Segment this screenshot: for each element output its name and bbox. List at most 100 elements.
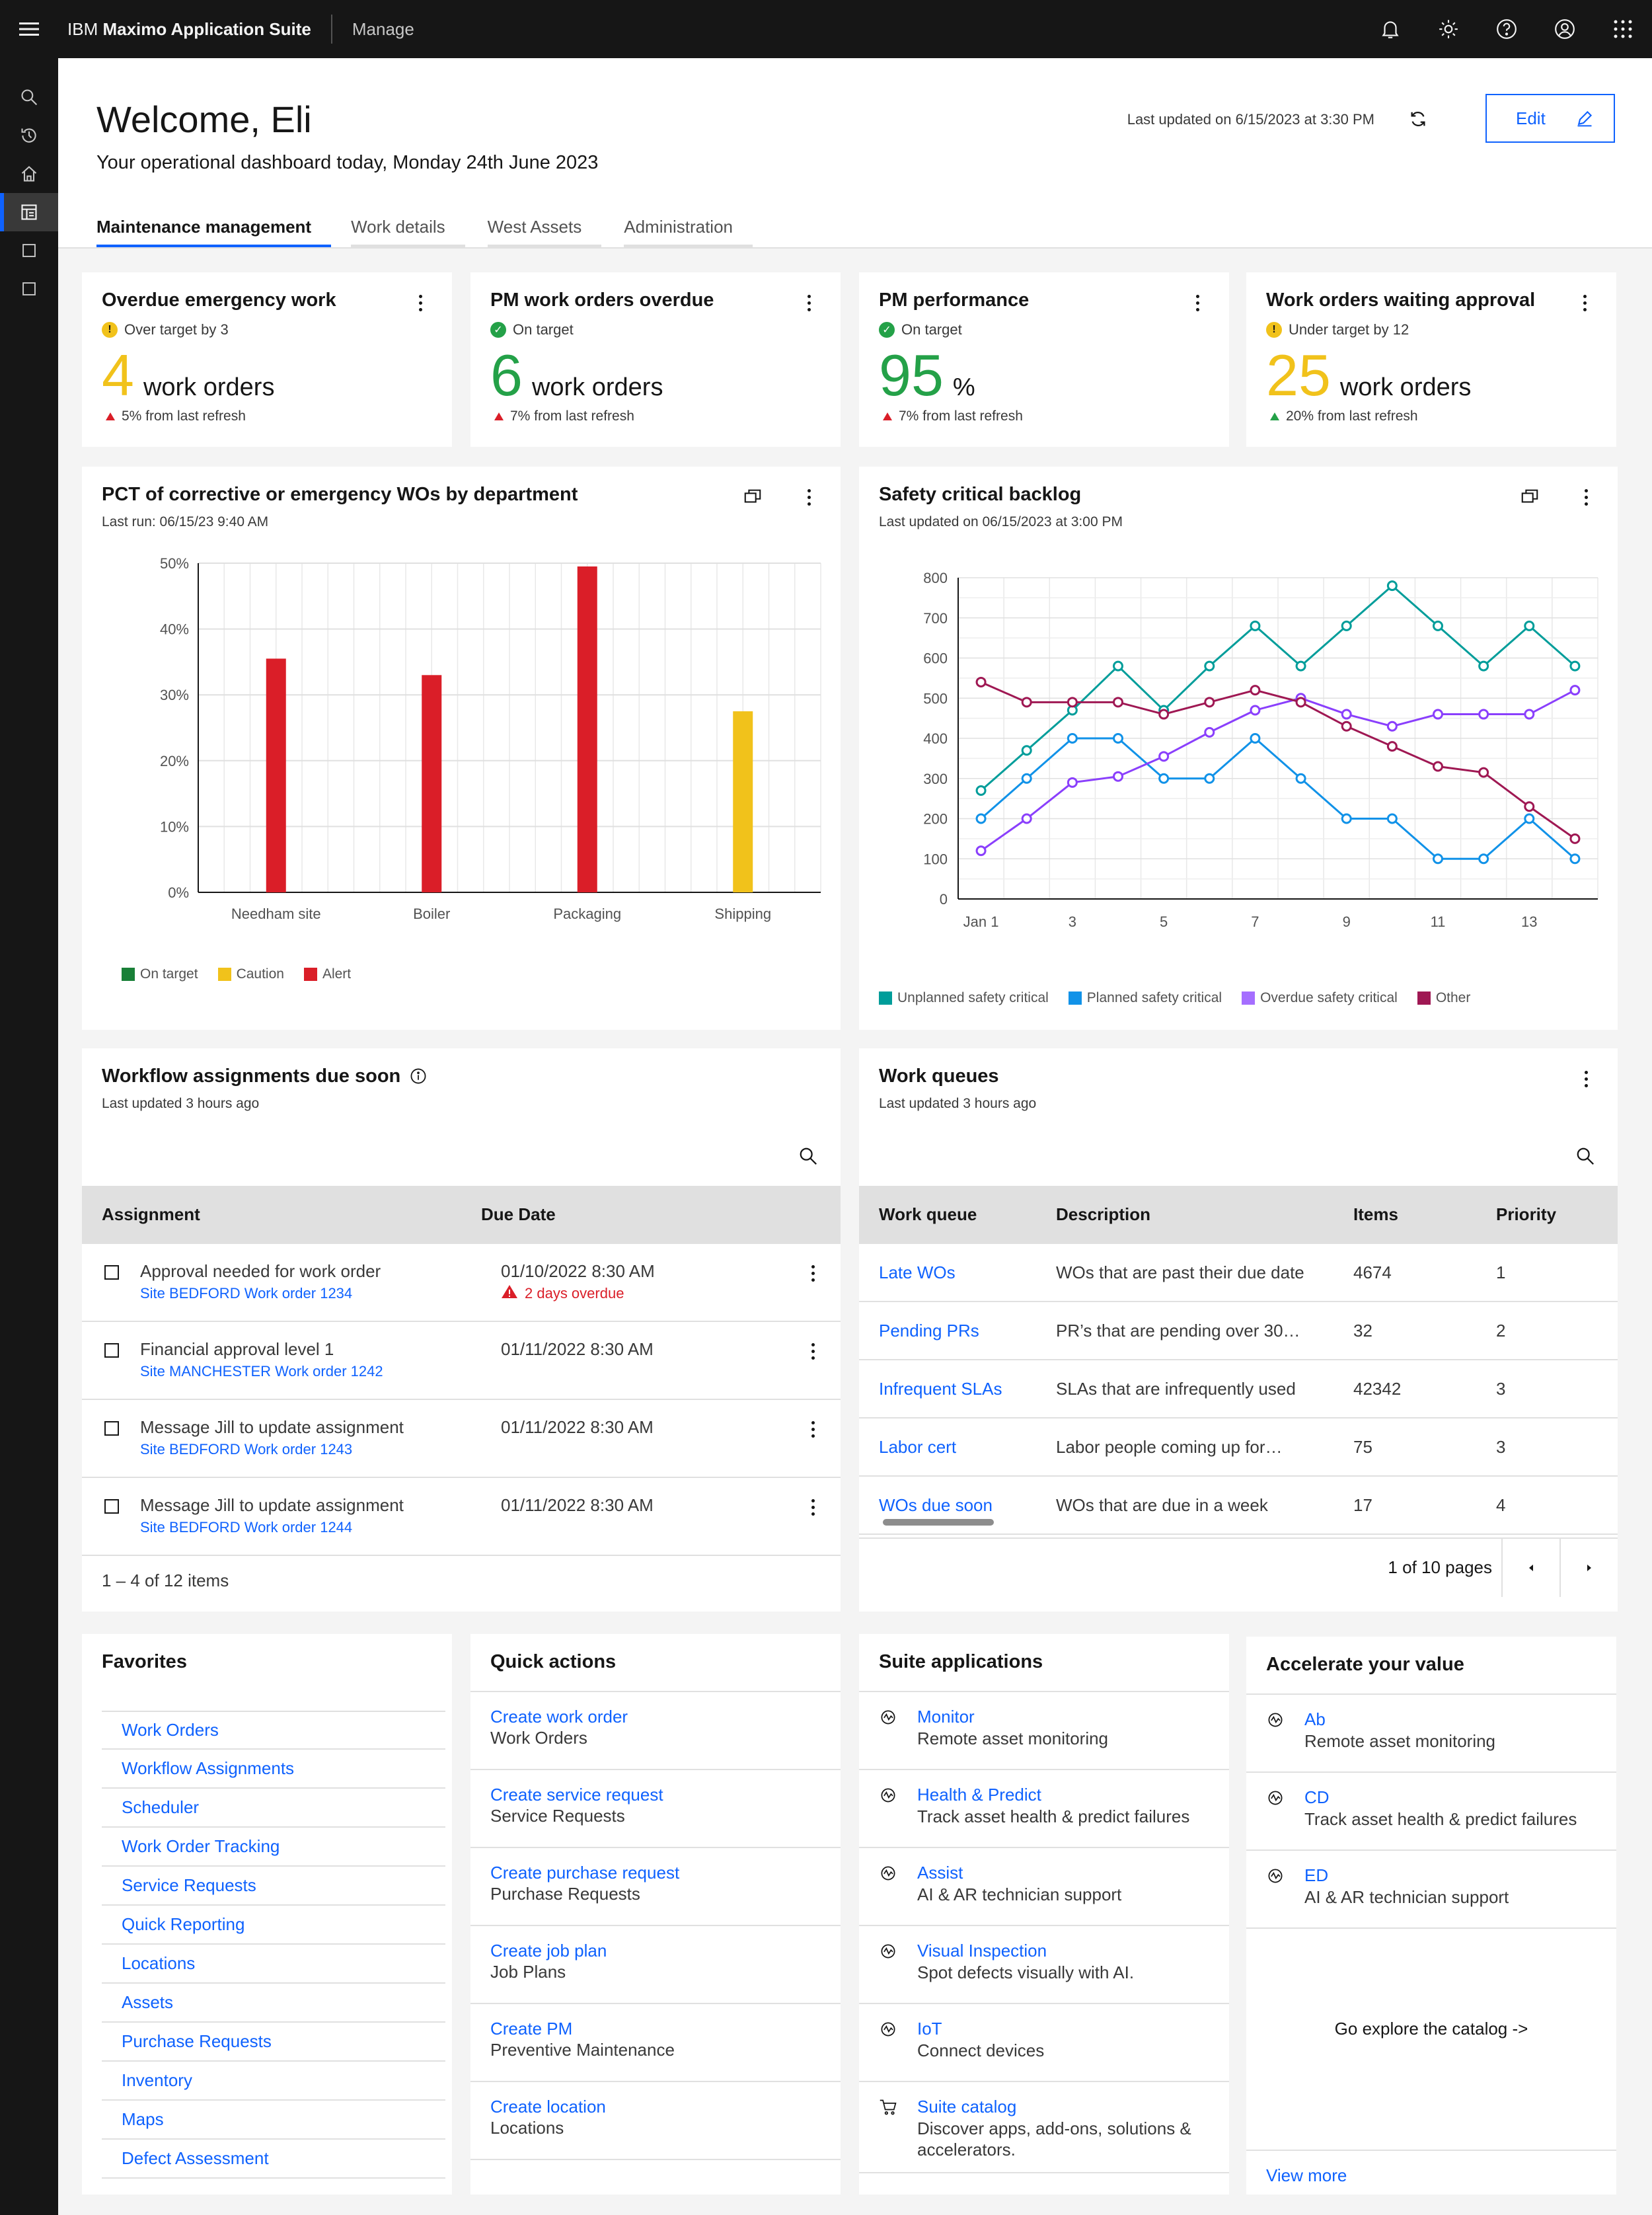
overflow-menu-icon[interactable] xyxy=(1189,291,1205,315)
settings-icon[interactable] xyxy=(1419,0,1478,58)
accelerate-link[interactable]: CD xyxy=(1304,1787,1330,1807)
column-header-priority[interactable]: Priority xyxy=(1496,1204,1557,1224)
legend-item[interactable]: On target xyxy=(122,966,198,982)
overflow-menu-icon[interactable] xyxy=(805,1495,821,1519)
data-point[interactable] xyxy=(1524,620,1535,631)
column-header-assignment[interactable]: Assignment xyxy=(102,1204,200,1224)
accelerate-link[interactable]: Ab xyxy=(1304,1709,1326,1729)
quick-action-link[interactable]: Create job plan xyxy=(490,1941,607,1961)
data-point[interactable] xyxy=(1295,660,1306,672)
data-point[interactable] xyxy=(975,845,987,857)
data-point[interactable] xyxy=(1569,833,1581,844)
favorite-link[interactable]: Assets xyxy=(102,1984,445,2023)
next-page-button[interactable] xyxy=(1559,1539,1618,1597)
row-checkbox[interactable] xyxy=(104,1421,119,1436)
quick-action-link[interactable]: Create work order xyxy=(490,1707,628,1727)
accelerate-item[interactable]: ED AI & AR technician support xyxy=(1246,1851,1616,1929)
data-point[interactable] xyxy=(975,676,987,687)
data-point[interactable] xyxy=(1386,580,1398,592)
table-row[interactable]: Approval needed for work order Site BEDFO… xyxy=(82,1244,841,1322)
quick-action-link[interactable]: Create service request xyxy=(490,1785,663,1805)
quick-action-item[interactable]: Create service request Service Requests xyxy=(470,1770,841,1848)
data-point[interactable] xyxy=(1067,697,1078,708)
overflow-menu-icon[interactable] xyxy=(1578,485,1594,509)
quick-action-item[interactable]: Create purchase request Purchase Requests xyxy=(470,1848,841,1926)
data-point[interactable] xyxy=(1478,660,1489,672)
data-point[interactable] xyxy=(1478,767,1489,778)
table-row[interactable]: Infrequent SLAs SLAs that are infrequentl… xyxy=(859,1360,1618,1418)
suite-app-item[interactable]: IoT Connect devices xyxy=(859,2004,1229,2082)
data-point[interactable] xyxy=(1569,660,1581,672)
legend-item[interactable]: Caution xyxy=(217,966,284,982)
favorite-link[interactable]: Work Orders xyxy=(102,1711,445,1750)
data-point[interactable] xyxy=(1250,733,1261,744)
row-checkbox[interactable] xyxy=(104,1343,119,1358)
data-point[interactable] xyxy=(1158,773,1170,784)
row-checkbox[interactable] xyxy=(104,1499,119,1514)
table-row[interactable]: WOs due soon WOs that are due in a week 17… xyxy=(859,1477,1618,1535)
favorite-link[interactable]: Maps xyxy=(102,2101,445,2140)
suite-app-item[interactable]: Suite catalog Discover apps, add-ons, sol… xyxy=(859,2082,1229,2173)
bar[interactable] xyxy=(422,675,442,892)
quick-action-link[interactable]: Create purchase request xyxy=(490,1863,680,1883)
table-row[interactable]: Message Jill to update assignment Site BE… xyxy=(82,1478,841,1556)
favorite-link[interactable]: Quick Reporting xyxy=(102,1906,445,1945)
suite-app-link[interactable]: Assist xyxy=(917,1863,963,1883)
legend-item[interactable]: Overdue safety critical xyxy=(1242,990,1398,1006)
data-point[interactable] xyxy=(1341,709,1352,720)
previous-page-button[interactable] xyxy=(1501,1539,1559,1597)
work-order-link[interactable]: Site BEDFORD Work order 1234 xyxy=(140,1285,353,1302)
data-point[interactable] xyxy=(1021,697,1032,708)
product-name[interactable]: IBM Maximo Application Suite xyxy=(67,19,311,39)
data-point[interactable] xyxy=(1113,697,1123,708)
work-order-link[interactable]: Site MANCHESTER Work order 1242 xyxy=(140,1363,383,1380)
row-checkbox[interactable] xyxy=(104,1265,119,1280)
data-point[interactable] xyxy=(1386,741,1398,752)
accelerate-item[interactable]: CD Track asset health & predict failures xyxy=(1246,1773,1616,1851)
data-point[interactable] xyxy=(1386,720,1398,732)
data-point[interactable] xyxy=(1341,720,1352,732)
data-point[interactable] xyxy=(1250,685,1261,696)
table-row[interactable]: Financial approval level 1 Site MANCHESTE… xyxy=(82,1322,841,1400)
app-switcher-icon[interactable] xyxy=(1594,0,1652,58)
user-avatar-icon[interactable] xyxy=(1536,0,1594,58)
work-queue-link[interactable]: Late WOs xyxy=(879,1263,956,1282)
data-point[interactable] xyxy=(1204,726,1215,738)
accelerate-link[interactable]: ED xyxy=(1304,1865,1329,1885)
hamburger-menu-icon[interactable] xyxy=(0,0,58,58)
column-header-work-queue[interactable]: Work queue xyxy=(879,1204,977,1224)
data-point[interactable] xyxy=(1341,620,1352,631)
data-point[interactable] xyxy=(1524,813,1535,824)
accelerate-item[interactable]: Ab Remote asset monitoring xyxy=(1246,1695,1616,1773)
data-point[interactable] xyxy=(1433,709,1443,720)
suite-app-link[interactable]: IoT xyxy=(917,2019,942,2039)
data-point[interactable] xyxy=(1524,709,1535,720)
data-point[interactable] xyxy=(1158,709,1170,720)
suite-app-item[interactable]: Monitor Remote asset monitoring xyxy=(859,1692,1229,1770)
data-point[interactable] xyxy=(1204,660,1215,672)
data-point[interactable] xyxy=(1021,813,1032,824)
bar[interactable] xyxy=(266,658,286,892)
data-point[interactable] xyxy=(1569,685,1581,696)
favorite-link[interactable]: Work Order Tracking xyxy=(102,1828,445,1867)
table-row[interactable]: Labor cert Labor people coming up for… 75 3 xyxy=(859,1418,1618,1477)
data-point[interactable] xyxy=(1067,777,1078,788)
quick-action-link[interactable]: Create location xyxy=(490,2097,606,2117)
favorite-link[interactable]: Inventory xyxy=(102,2062,445,2101)
data-point[interactable] xyxy=(1524,801,1535,812)
data-point[interactable] xyxy=(1158,751,1170,762)
info-icon[interactable] xyxy=(410,1068,427,1085)
table-row[interactable]: Pending PRs PR’s that are pending over 30… xyxy=(859,1302,1618,1360)
data-point[interactable] xyxy=(1478,709,1489,720)
suite-app-item[interactable]: Assist AI & AR technician support xyxy=(859,1848,1229,1926)
favorite-link[interactable]: Service Requests xyxy=(102,1867,445,1906)
data-point[interactable] xyxy=(1341,813,1352,824)
work-queue-link[interactable]: Infrequent SLAs xyxy=(879,1379,1002,1399)
dashboard-icon[interactable] xyxy=(0,193,58,231)
data-point[interactable] xyxy=(975,785,987,796)
table-row[interactable]: Late WOs WOs that are past their due date… xyxy=(859,1244,1618,1302)
maximize-icon[interactable] xyxy=(743,486,763,510)
search-icon[interactable] xyxy=(798,1146,821,1169)
suite-app-link[interactable]: Suite catalog xyxy=(917,2097,1017,2117)
explore-catalog-link[interactable]: Go explore the catalog -> xyxy=(1334,2019,1528,2039)
